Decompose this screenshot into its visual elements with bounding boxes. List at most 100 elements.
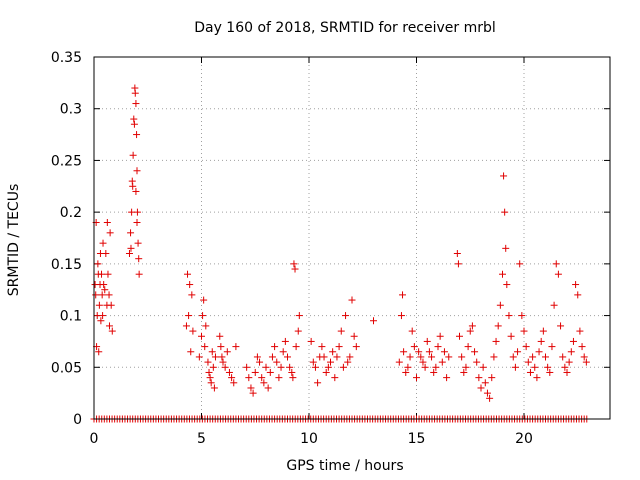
data-point: [342, 312, 350, 320]
data-point: [501, 208, 509, 216]
x-tick-label: 5: [197, 431, 206, 447]
data-point: [202, 322, 210, 330]
data-point: [546, 368, 554, 376]
data-point: [195, 353, 203, 361]
data-point: [417, 353, 425, 361]
data-point: [434, 343, 442, 351]
data-point: [488, 374, 496, 382]
data-point: [135, 270, 143, 278]
data-point: [216, 332, 224, 340]
data-point: [456, 332, 463, 340]
data-point: [107, 301, 115, 309]
data-point: [94, 260, 102, 268]
y-tick-label: 0.05: [51, 360, 82, 376]
data-point: [225, 368, 233, 376]
data-point: [415, 348, 423, 356]
data-point: [99, 312, 107, 320]
data-point: [211, 353, 219, 361]
x-tick-label: 0: [90, 431, 99, 447]
data-point: [130, 120, 138, 128]
data-point: [544, 363, 552, 371]
data-point: [245, 374, 253, 382]
data-point: [428, 353, 436, 361]
data-point: [184, 270, 192, 278]
data-point: [432, 363, 440, 371]
x-tick-label: 10: [300, 431, 318, 447]
data-point: [529, 353, 537, 361]
data-point: [327, 358, 334, 366]
data-point: [284, 353, 291, 361]
data-point: [135, 255, 143, 263]
y-tick-label: 0.35: [51, 50, 82, 66]
data-point: [468, 322, 476, 330]
data-point: [496, 301, 504, 309]
data-point: [526, 368, 534, 376]
data-point: [99, 239, 107, 247]
x-axis-label: GPS time / hours: [286, 458, 403, 474]
data-point: [92, 291, 100, 299]
data-point: [200, 296, 208, 304]
data-point: [552, 260, 560, 268]
data-point: [266, 368, 274, 376]
data-point: [537, 337, 545, 345]
data-point: [275, 374, 283, 382]
data-point: [129, 182, 137, 190]
data-point: [430, 368, 438, 376]
data-point: [105, 291, 113, 299]
data-point: [134, 239, 142, 247]
data-point: [228, 374, 236, 382]
data-point: [400, 348, 408, 356]
data-point: [289, 374, 297, 382]
data-point: [436, 332, 444, 340]
data-point: [320, 353, 328, 361]
data-point: [397, 312, 405, 320]
data-point: [399, 291, 407, 299]
data-point: [95, 301, 103, 309]
data-point: [503, 281, 511, 289]
data-point: [502, 244, 510, 252]
data-point: [318, 343, 326, 351]
data-point: [492, 337, 500, 345]
data-point: [129, 151, 137, 159]
data-point: [395, 358, 403, 366]
data-point: [206, 374, 214, 382]
data-point: [572, 281, 580, 289]
data-point: [425, 348, 433, 356]
data-point: [335, 343, 343, 351]
grid-lines: [94, 57, 610, 419]
data-point: [264, 384, 272, 392]
data-point: [509, 353, 517, 361]
data-point: [460, 368, 468, 376]
data-point: [188, 291, 196, 299]
data-point: [286, 363, 294, 371]
data-point: [554, 270, 562, 278]
data-point: [273, 358, 281, 366]
data-point: [102, 250, 110, 258]
data-point: [561, 363, 569, 371]
data-point: [438, 358, 446, 366]
data-point: [217, 343, 225, 351]
data-point: [130, 115, 138, 123]
x-tick-label: 20: [515, 431, 533, 447]
data-point: [207, 379, 215, 387]
data-point: [219, 358, 227, 366]
data-point: [256, 358, 264, 366]
data-point: [466, 327, 474, 335]
data-point: [132, 100, 140, 108]
data-point: [454, 260, 462, 268]
x-tick-labels: 0 5 10 15 20: [90, 431, 533, 447]
data-point: [127, 229, 135, 237]
data-point: [481, 379, 489, 387]
data-point: [210, 384, 218, 392]
data-point: [105, 322, 113, 330]
data-point: [294, 327, 302, 335]
data-point: [582, 358, 590, 366]
data-point: [324, 363, 332, 371]
data-point: [475, 374, 483, 382]
x-tick-label: 15: [408, 431, 426, 447]
y-tick-label: 0.1: [60, 309, 82, 325]
data-point: [290, 260, 298, 268]
y-tick-label: 0.2: [60, 205, 82, 221]
data-point: [268, 353, 276, 361]
data-point: [331, 374, 339, 382]
